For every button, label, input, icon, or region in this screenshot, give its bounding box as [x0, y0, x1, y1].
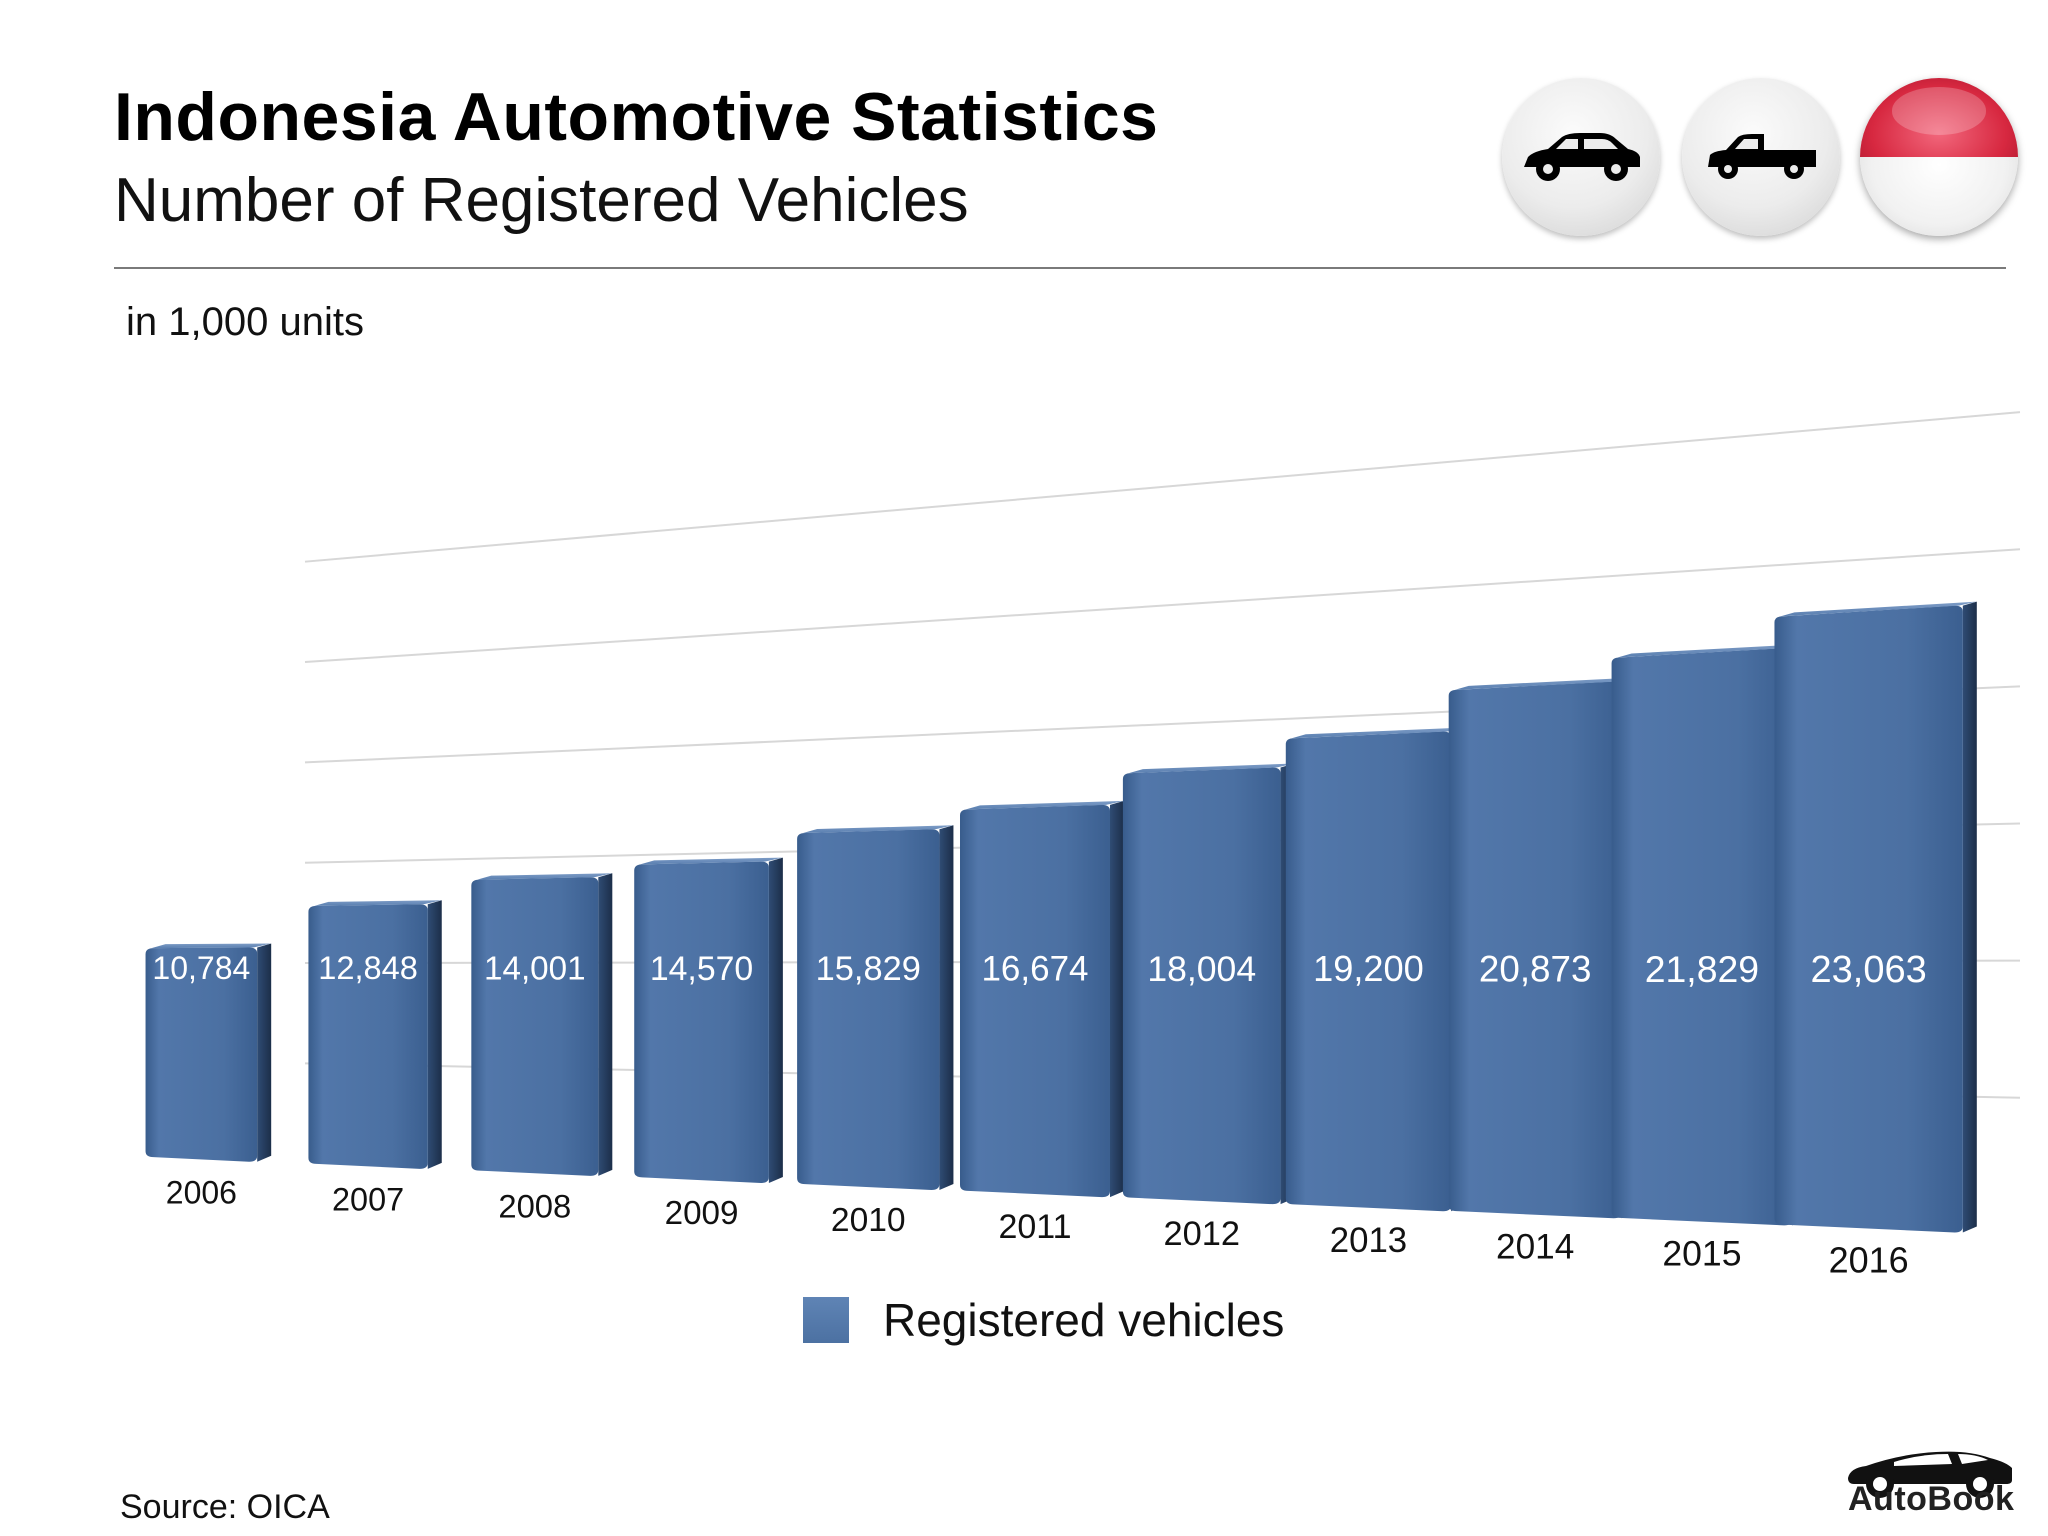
bar-top	[314, 900, 442, 906]
indonesia-flag-icon	[1860, 78, 2018, 236]
bar-front	[1611, 648, 1793, 1226]
header-divider	[114, 267, 2006, 269]
bar-side	[939, 825, 954, 1191]
bar-top	[1291, 727, 1466, 739]
data-label: 20,873	[1479, 949, 1592, 990]
data-label: 16,674	[981, 950, 1088, 989]
bar-side	[598, 873, 613, 1176]
bar-side	[257, 943, 272, 1162]
bar	[634, 857, 783, 1183]
flag-gloss	[1891, 87, 1987, 135]
page-title: Indonesia Automotive Statistics	[114, 79, 1159, 155]
data-label: 14,570	[650, 950, 753, 988]
bar-top	[1617, 644, 1807, 658]
data-label: 19,200	[1313, 948, 1424, 989]
bar	[797, 825, 954, 1191]
x-tick-label: 2015	[1662, 1234, 1741, 1274]
bar-front	[634, 861, 769, 1183]
brand-logo-text: AutoBook	[1848, 1480, 2015, 1518]
bar-top	[1454, 677, 1636, 690]
pickup-truck-icon	[1708, 134, 1816, 179]
truck-badge	[1682, 78, 1840, 236]
bar-top	[1780, 601, 1977, 617]
bar-top	[640, 857, 783, 865]
bar-front	[1285, 731, 1452, 1212]
data-label: 18,004	[1147, 949, 1256, 989]
grid-line	[304, 548, 2021, 664]
bar-top	[151, 943, 272, 949]
source-note: Source: OICA	[120, 1488, 330, 1526]
car-badge	[1502, 78, 1660, 236]
x-tick-label: 2011	[998, 1208, 1071, 1246]
bar-front	[797, 829, 940, 1191]
bar-top	[966, 800, 1124, 810]
x-tick-label: 2016	[1829, 1240, 1909, 1281]
bar	[308, 900, 442, 1169]
bar	[960, 800, 1124, 1198]
bar-side	[1962, 601, 1977, 1233]
flag-white-half	[1860, 157, 2018, 236]
x-tick-label: 2010	[831, 1202, 906, 1239]
bar-side	[1109, 800, 1124, 1198]
flag-red-half	[1860, 78, 2018, 157]
x-tick-labels: 2006 2007 2008 2009 2010 2011 2012 2013 2014 2015…	[166, 1174, 1909, 1280]
x-tick-label: 2006	[166, 1174, 237, 1210]
bar-top	[1128, 763, 1295, 774]
bar-front	[960, 804, 1110, 1198]
bar-side	[768, 857, 783, 1183]
data-label: 23,063	[1811, 949, 1927, 991]
data-label: 10,784	[152, 950, 250, 986]
bar-front	[1122, 767, 1281, 1205]
bar-side	[427, 900, 442, 1169]
x-tick-label: 2012	[1163, 1215, 1240, 1253]
x-tick-label: 2007	[332, 1181, 404, 1217]
autobook-car-icon	[1848, 1451, 2012, 1498]
bar-front	[1774, 605, 1963, 1233]
bar-top	[803, 825, 954, 834]
bar	[145, 943, 272, 1162]
bar-front	[308, 904, 428, 1169]
bar-front	[1448, 681, 1622, 1219]
data-labels: 10,784 12,848 14,001 14,570 15,829 16,674 18,0…	[152, 948, 1926, 991]
data-label: 14,001	[484, 951, 586, 988]
bar-front	[145, 947, 258, 1162]
x-tick-label: 2014	[1496, 1228, 1574, 1267]
grid-line	[304, 411, 2021, 563]
legend-swatch	[803, 1297, 849, 1343]
x-tick-label: 2013	[1330, 1221, 1407, 1260]
car-icon	[1524, 133, 1640, 181]
data-label: 12,848	[318, 949, 418, 986]
legend-label: Registered vehicles	[883, 1294, 1285, 1346]
x-tick-label: 2008	[498, 1187, 571, 1224]
x-tick-label: 2009	[665, 1195, 739, 1232]
data-label: 15,829	[816, 950, 921, 988]
page-subtitle: Number of Registered Vehicles	[114, 166, 969, 235]
bar	[471, 873, 613, 1176]
unit-note: in 1,000 units	[126, 300, 364, 344]
bar-front	[471, 877, 599, 1176]
bar-top	[477, 873, 613, 880]
bar	[1774, 601, 1977, 1233]
bars	[145, 601, 1977, 1233]
data-label: 21,829	[1645, 948, 1759, 990]
chart-legend: Registered vehicles	[803, 1293, 1284, 1347]
